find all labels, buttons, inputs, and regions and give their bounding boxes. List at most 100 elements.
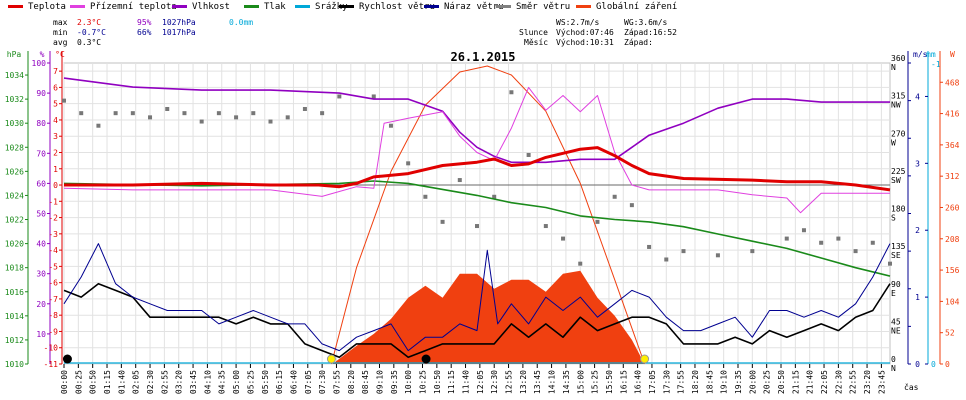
wind-speed-line	[63, 282, 891, 359]
temperature-tick-label: -4	[48, 246, 58, 255]
pressure-tick-label: 1032	[5, 95, 24, 104]
x-tick-label: 12:05	[476, 370, 485, 394]
temperature-tick-label: -2	[48, 214, 58, 223]
wind-direction-point	[337, 94, 342, 99]
humidity-tick-label: 30	[36, 270, 46, 279]
x-tick-label: 01:40	[117, 370, 126, 394]
wind-tick-label: 1	[915, 293, 920, 302]
temperature-tick-label: -11	[44, 360, 59, 369]
pressure-tick-label: 1022	[5, 216, 24, 225]
x-tick-label: 07:05	[304, 370, 313, 394]
direction-cardinal-label: NW	[891, 101, 901, 110]
x-tick-label: 14:35	[562, 370, 571, 394]
stat-wind-speed: WS:2.7m/s	[556, 18, 600, 27]
stat-avg-label: avg	[53, 38, 68, 47]
wind-direction-point	[629, 203, 634, 208]
moonset-time: Západ:	[624, 38, 653, 47]
pressure-tick-label: 1018	[5, 264, 24, 273]
legend-swatch	[496, 5, 511, 8]
legend-label: Rychlost větru	[359, 2, 435, 12]
radiation-tick-label: 0	[945, 360, 950, 369]
stat-min-humidity: 66%	[137, 28, 152, 37]
x-tick-label: 17:30	[662, 370, 671, 394]
wind-direction-point	[561, 236, 566, 241]
x-tick-label: 15:00	[576, 370, 585, 394]
stat-max-pressure: 1027hPa	[162, 18, 196, 27]
x-tick-label: 21:40	[806, 370, 815, 394]
humidity-tick-label: 80	[36, 119, 46, 128]
moonrise-time: Východ:10:31	[556, 38, 614, 47]
sun-label: Slunce	[519, 28, 548, 37]
x-tick-label: 23:20	[863, 370, 872, 394]
wind-tick-label: 3	[915, 159, 920, 168]
pressure-tick-label: 1034	[5, 71, 24, 80]
x-tick-label: 02:55	[160, 370, 169, 394]
wind-direction-point	[681, 249, 686, 254]
wind-direction-point	[371, 94, 376, 99]
wind-direction-point	[388, 123, 393, 128]
wind-direction-point	[234, 115, 239, 120]
direction-cardinal-label: N	[891, 364, 896, 373]
x-tick-label: 05:50	[261, 370, 270, 394]
stat-rain: 0.0mm	[229, 18, 254, 27]
x-tick-label: 20:00	[748, 370, 757, 394]
moon-label: Měsíc	[524, 38, 549, 47]
stat-min-pressure: 1017hPa	[162, 28, 196, 37]
legend-label: Přízemní teplota	[90, 2, 177, 12]
legend-swatch	[576, 5, 591, 8]
x-tick-label: 22:30	[834, 370, 843, 394]
wind-direction-point	[578, 261, 583, 266]
wind-direction-point	[750, 249, 755, 254]
x-tick-label: 02:30	[146, 370, 155, 394]
direction-cardinal-label: W	[891, 138, 896, 147]
wind-direction-point	[457, 178, 462, 183]
x-tick-label: 08:20	[347, 370, 356, 394]
direction-cardinal-label: S	[891, 214, 896, 223]
wind-direction-point	[440, 219, 445, 224]
wind-direction-point	[612, 194, 617, 199]
radiation-tick-label: 104	[945, 297, 960, 306]
x-tick-label: 22:05	[820, 370, 829, 394]
legend-item: Globální záření	[576, 2, 677, 12]
pressure-tick-label: 1012	[5, 336, 24, 345]
radiation-tick-label: 468	[945, 78, 960, 87]
x-tick-label: 20:50	[777, 370, 786, 394]
legend-item: Vlhkost	[172, 2, 230, 12]
humidity-tick-label: 90	[36, 89, 46, 98]
humidity-tick-label: 10	[36, 330, 46, 339]
stat-avg-temp: 0.3°C	[77, 38, 102, 47]
plot-area	[62, 65, 892, 365]
pressure-tick-label: 1026	[5, 167, 24, 176]
legend-item: Srážky	[295, 2, 348, 12]
x-tick-label: 09:10	[375, 370, 384, 394]
direction-cardinal-label: E	[891, 289, 896, 298]
wind-unit-label: m/s	[913, 50, 928, 59]
x-tick-label: 17:05	[648, 370, 657, 394]
wind-tick-label: 4	[915, 92, 920, 101]
direction-tick-label: 90	[891, 280, 901, 289]
sunrise-marker	[326, 354, 336, 364]
pressure-tick-label: 1014	[5, 312, 24, 321]
legend-swatch	[339, 5, 354, 8]
legend: Teplota Přízemní teplota Vlhkost Tlak Srážky…	[0, 0, 966, 16]
stat-max-label: max	[53, 18, 68, 27]
x-tick-label: 16:15	[619, 370, 628, 394]
radiation-tick-label: 312	[945, 172, 960, 181]
wind-direction-point	[836, 236, 841, 241]
x-tick-label: 00:50	[89, 370, 98, 394]
pressure-tick-label: 1030	[5, 119, 24, 128]
stats-panel: max 2.3°C 95% 1027hPa 0.0mm min -0.7°C 6…	[0, 16, 966, 50]
direction-cardinal-label: SW	[891, 176, 901, 185]
temperature-tick-label: -5	[48, 262, 58, 271]
wind-direction-point	[268, 119, 273, 124]
wind-direction-point	[148, 115, 153, 120]
x-tick-label: 06:40	[289, 370, 298, 394]
x-tick-label: 10:50	[433, 370, 442, 394]
x-tick-label: 01:15	[103, 370, 112, 394]
stat-max-temp: 2.3°C	[77, 18, 102, 27]
x-tick-label: 14:10	[548, 370, 557, 394]
wind-direction-point	[62, 98, 66, 103]
direction-tick-label: 270	[891, 129, 906, 138]
direction-cardinal-label: NE	[891, 326, 901, 335]
wind-direction-point	[165, 106, 170, 111]
